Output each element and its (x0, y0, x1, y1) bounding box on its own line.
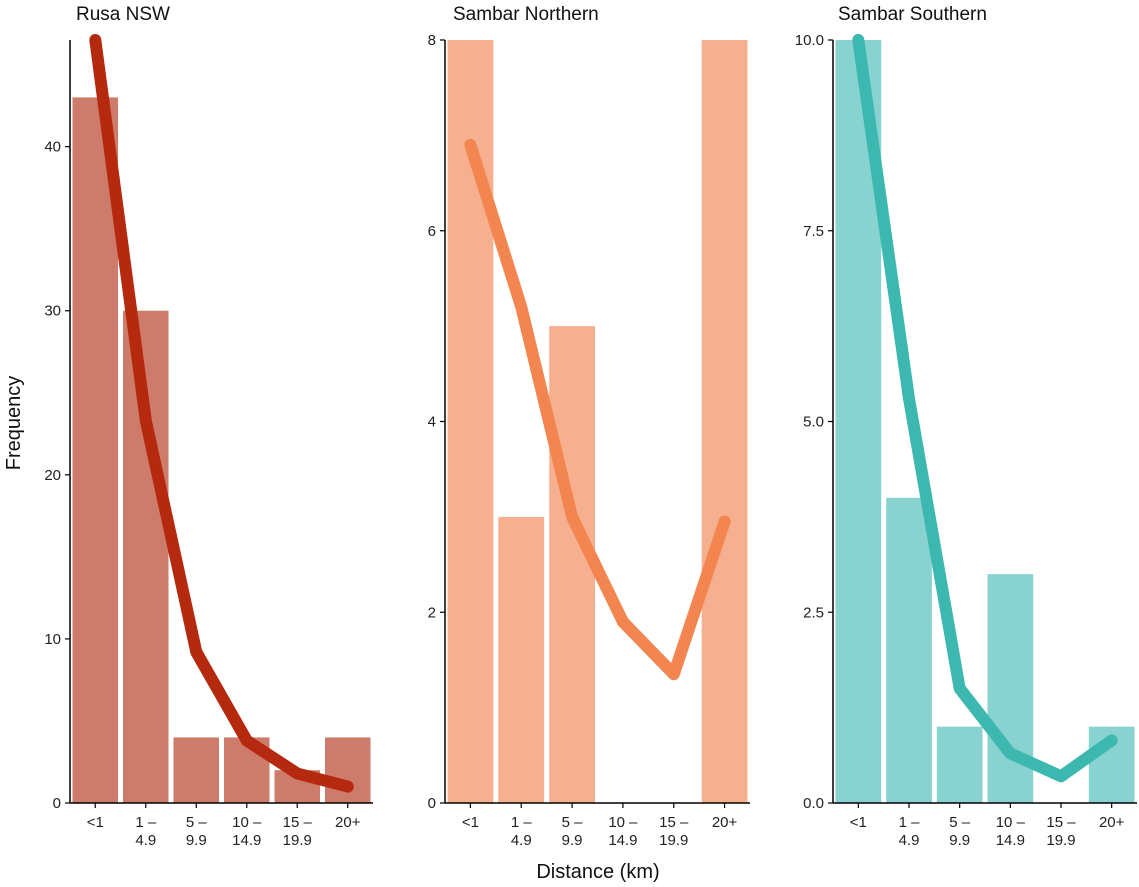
x-tick-label: <1 (850, 814, 867, 831)
x-tick-label: 5 –9.9 (186, 814, 208, 849)
y-tick-label: 6 (428, 223, 436, 240)
y-axis-title: Frequency (3, 376, 25, 471)
y-tick-label: 40 (44, 139, 61, 156)
y-tick-label: 20 (44, 467, 61, 484)
x-tick-label: 5 –9.9 (562, 814, 584, 849)
y-tick-label: 8 (428, 32, 436, 49)
panel-title: Sambar Northern (453, 4, 599, 25)
bar-2 (498, 516, 545, 803)
panel-rusa-nsw: Rusa NSW 0 10 20 30 40 <1 1 –4.9 5 –9.9 10 –14.9 1… (44, 4, 373, 849)
x-tick-label: 20+ (1099, 814, 1125, 831)
bar-6 (325, 737, 371, 803)
y-tick-label: 0.0 (803, 795, 824, 812)
trend-line (464, 138, 731, 681)
x-axis-title: Distance (km) (536, 861, 659, 883)
y-tick-label: 0 (428, 795, 436, 812)
panel-title: Rusa NSW (76, 4, 170, 25)
x-tick-label: <1 (87, 814, 104, 831)
bar-6 (701, 40, 748, 803)
panel-sambar-southern: Sambar Southern 0.0 2.5 5.0 7.5 10.0 <1 1 –4.9 5… (795, 4, 1137, 849)
x-tick-label: <1 (462, 814, 479, 831)
y-tick-label: 10 (44, 631, 61, 648)
x-tick-label: 10 –14.9 (996, 814, 1026, 849)
bar-4 (987, 574, 1034, 803)
y-tick-label: 4 (428, 414, 436, 431)
x-tick-label: 10 –14.9 (608, 814, 638, 849)
y-tick-label: 0 (53, 795, 61, 812)
bar-3 (549, 326, 595, 803)
x-tick-label: 5 –9.9 (949, 814, 971, 849)
y-tick-label: 30 (44, 303, 61, 320)
panel-title: Sambar Southern (838, 4, 987, 25)
y-tick-label: 5.0 (803, 414, 824, 431)
y-tick-label: 7.5 (803, 223, 824, 240)
panel-sambar-northern: Sambar Northern 0 2 4 6 8 <1 1 –4.9 5 –9.9 10 –14… (428, 4, 750, 849)
y-tick-label: 2.5 (803, 604, 824, 621)
x-tick-label: 10 –14.9 (232, 814, 262, 849)
x-tick-label: 15 –19.9 (283, 814, 313, 849)
bar-3 (936, 726, 983, 803)
bar-1 (447, 40, 494, 803)
x-tick-label: 1 –4.9 (511, 814, 533, 849)
trend-line (852, 34, 1118, 783)
x-tick-label: 15 –19.9 (1046, 814, 1076, 849)
bar-2 (886, 497, 932, 803)
x-tick-label: 1 –4.9 (899, 814, 921, 849)
x-tick-label: 15 –19.9 (659, 814, 689, 849)
x-tick-label: 20+ (335, 814, 361, 831)
x-tick-label: 1 –4.9 (135, 814, 157, 849)
trend-line (89, 34, 354, 793)
x-tick-label: 20+ (712, 814, 738, 831)
y-tick-label: 2 (428, 604, 436, 621)
y-tick-label: 10.0 (795, 32, 824, 49)
bar-3 (173, 737, 219, 803)
bar-1 (72, 97, 118, 803)
